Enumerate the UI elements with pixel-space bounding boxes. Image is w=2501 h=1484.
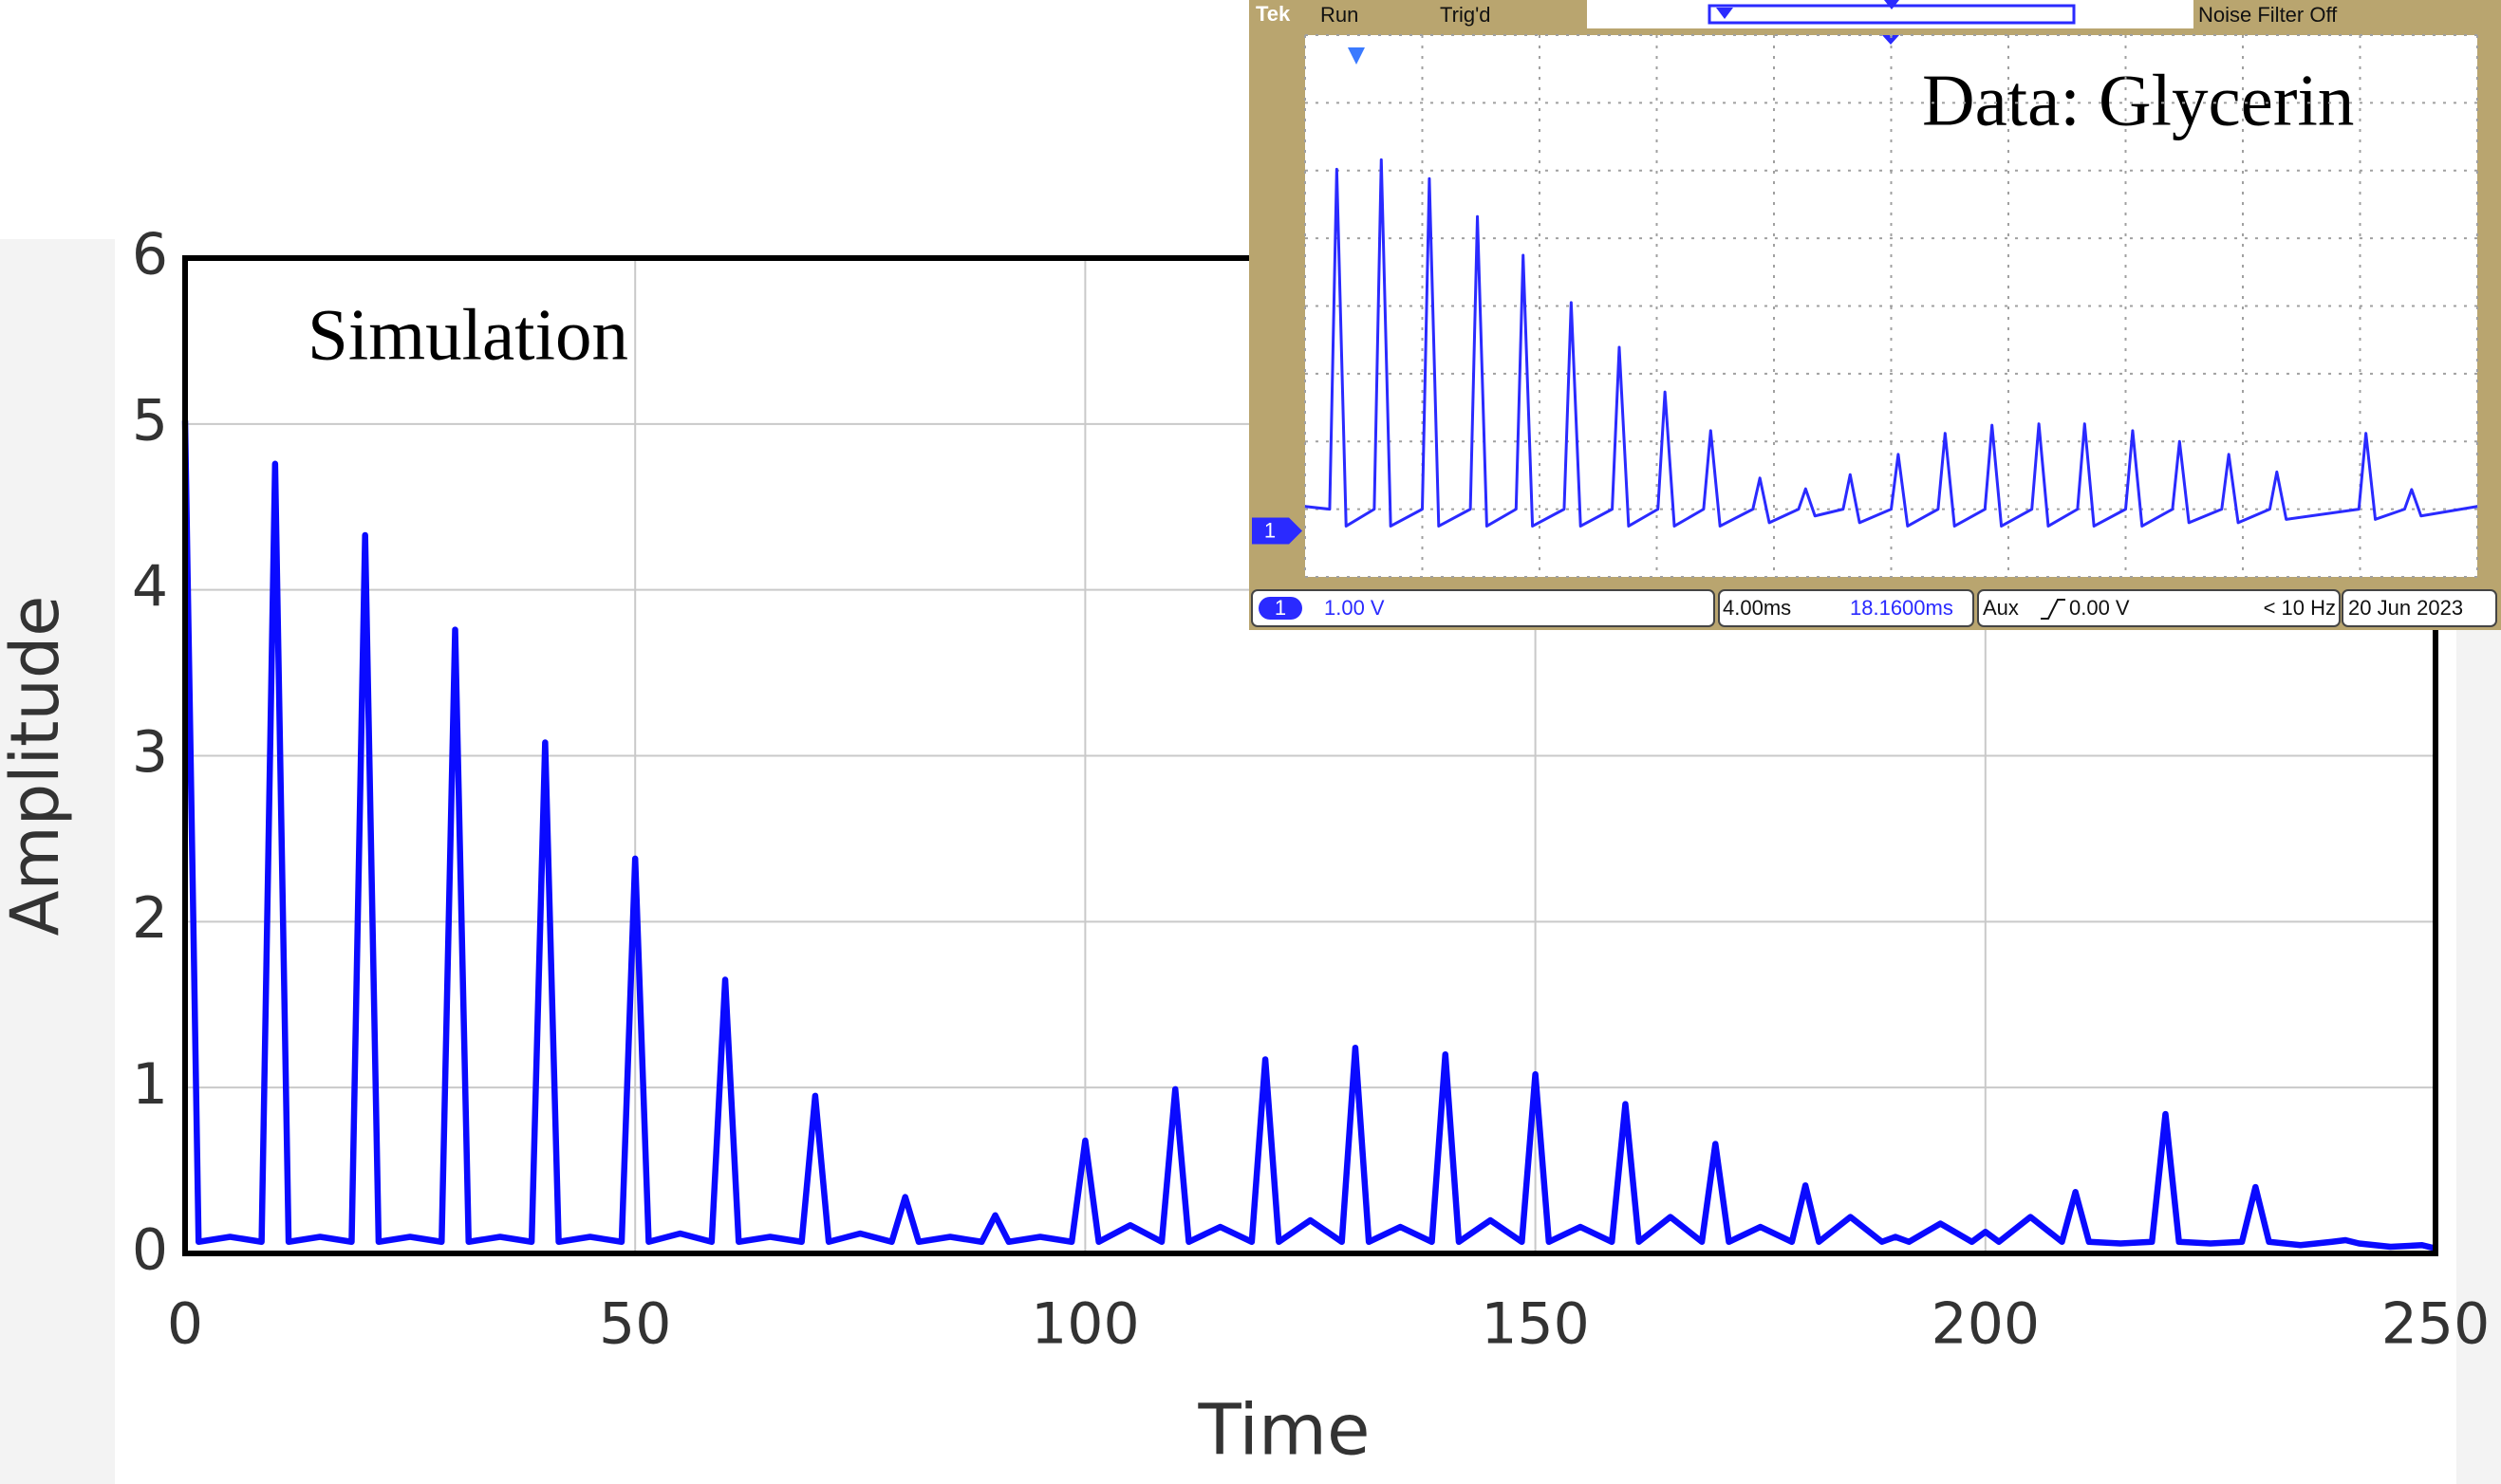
date: 20 Jun 2023 [2348, 596, 2463, 620]
y-tick-label: 0 [132, 1217, 168, 1284]
timebase: 4.00ms [1723, 596, 1791, 620]
y-tick-label: 3 [132, 719, 168, 786]
trigger-position-marker [1348, 47, 1365, 65]
ground-marker-label: 1 [1264, 518, 1276, 542]
ground-marker [1252, 517, 1302, 545]
y-axis-label: Amplitude [0, 596, 74, 937]
readout-box [1977, 589, 2341, 627]
trace [181, 420, 2436, 1252]
x-tick-label: 50 [599, 1291, 671, 1358]
brand: Tek [1256, 2, 1291, 26]
noise-filter: Noise Filter Off [2198, 3, 2338, 27]
trigger-source: Aux [1983, 596, 2019, 620]
run-state: Run [1320, 3, 1358, 27]
readout-box [2342, 589, 2497, 627]
annotation: Data: Glycerin [1922, 60, 2354, 141]
y-tick-label: 1 [132, 1051, 168, 1118]
trace [1304, 158, 2478, 528]
slope-icon [2041, 599, 2065, 620]
readout-box [1718, 589, 1974, 627]
oscilloscope-inset: Tek Run Trig'd Noise Filter Off Data: Gl… [1249, 0, 2501, 630]
y-tick-label: 6 [132, 222, 168, 288]
x-axis-label: Time [1197, 1390, 1370, 1472]
trigger-level: 0.00 V [2069, 596, 2130, 620]
channel-label: 1 [1275, 596, 1286, 620]
annotation: Simulation [308, 294, 628, 376]
horizontal-position: 18.1600ms [1850, 596, 1953, 620]
y-tick-label: 2 [132, 885, 168, 952]
trigger-frequency: < 10 Hz [2264, 596, 2336, 620]
x-tick-label: 200 [1932, 1291, 2041, 1358]
y-tick-label: 5 [132, 387, 168, 454]
x-tick-label: 0 [167, 1291, 203, 1358]
x-tick-label: 150 [1481, 1291, 1590, 1358]
readout-box [1251, 589, 1715, 627]
volts-per-div: 1.00 V [1324, 596, 1385, 620]
x-tick-label: 100 [1031, 1291, 1140, 1358]
simulation-chart: Time Amplitude 0 50 100 150 200 250 0 1 2 3 4 5 6 Sim… [0, 222, 2490, 1472]
channel-pill [1259, 597, 1302, 620]
x-tick-label: 250 [2381, 1291, 2491, 1358]
y-tick-label: 4 [132, 553, 168, 620]
trigger-state: Trig'd [1440, 3, 1491, 27]
